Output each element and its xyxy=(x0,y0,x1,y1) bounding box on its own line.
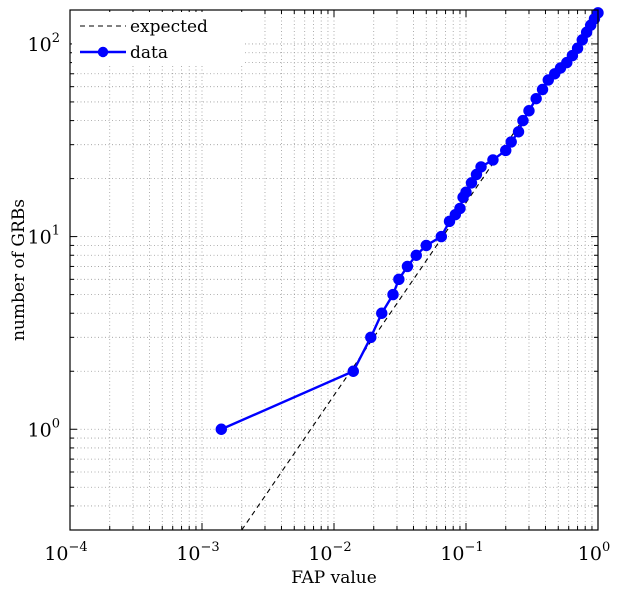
data-point xyxy=(512,126,525,138)
y-tick-base: 10 xyxy=(28,227,52,249)
data-point xyxy=(454,202,466,215)
x-tick-base: 10 xyxy=(578,543,602,565)
data-point xyxy=(376,307,388,319)
data-point xyxy=(393,273,405,286)
series-line-data xyxy=(220,12,598,431)
data-point xyxy=(500,144,512,157)
y-tick-exponent: 2 xyxy=(52,31,60,46)
x-tick-exponent: −2 xyxy=(333,540,352,555)
data-point xyxy=(410,249,422,261)
data-point xyxy=(523,105,535,117)
legend-label-expected: expected xyxy=(130,17,208,37)
x-tick-exponent: −3 xyxy=(201,540,220,555)
x-axis-title: FAP value xyxy=(291,568,377,588)
data-point xyxy=(536,83,549,96)
series-layer xyxy=(215,7,604,530)
legend-marker-data xyxy=(97,46,109,58)
data-point xyxy=(435,230,448,243)
y-tick-label: 102 xyxy=(28,31,60,56)
x-tick-label: 100 xyxy=(578,540,610,565)
x-tick-label: 10−1 xyxy=(440,540,483,565)
data-point xyxy=(420,239,432,252)
data-point xyxy=(505,136,517,148)
x-tick-base: 10 xyxy=(44,543,68,565)
data-point xyxy=(401,260,414,273)
y-axis-title: number of GRBs xyxy=(9,199,29,341)
data-point xyxy=(365,331,377,344)
data-point xyxy=(465,177,478,189)
legend: expected data xyxy=(72,12,244,64)
legend-label-data: data xyxy=(130,43,168,63)
y-tick-label: 100 xyxy=(28,416,60,441)
y-tick-label: 101 xyxy=(28,224,60,249)
data-point xyxy=(215,423,227,435)
y-tick-exponent: 0 xyxy=(52,416,60,431)
x-tick-label: 10−4 xyxy=(44,540,87,565)
data-point xyxy=(460,186,472,198)
data-point xyxy=(517,114,529,127)
data-point xyxy=(487,154,499,166)
x-tick-exponent: −1 xyxy=(465,540,484,555)
data-point xyxy=(530,92,542,105)
x-tick-exponent: 0 xyxy=(602,540,610,555)
y-tick-base: 10 xyxy=(28,34,52,56)
x-tick-base: 10 xyxy=(308,543,332,565)
data-point xyxy=(475,161,487,173)
y-tick-exponent: 1 xyxy=(52,224,60,239)
x-tick-exponent: −4 xyxy=(69,540,88,555)
y-tick-base: 10 xyxy=(28,419,52,441)
x-tick-label: 10−2 xyxy=(308,540,351,565)
x-tick-base: 10 xyxy=(176,543,200,565)
data-point xyxy=(387,288,399,301)
grid-lines xyxy=(69,10,598,531)
x-tick-base: 10 xyxy=(440,543,464,565)
x-tick-label: 10−3 xyxy=(176,540,219,565)
data-point xyxy=(347,365,359,377)
